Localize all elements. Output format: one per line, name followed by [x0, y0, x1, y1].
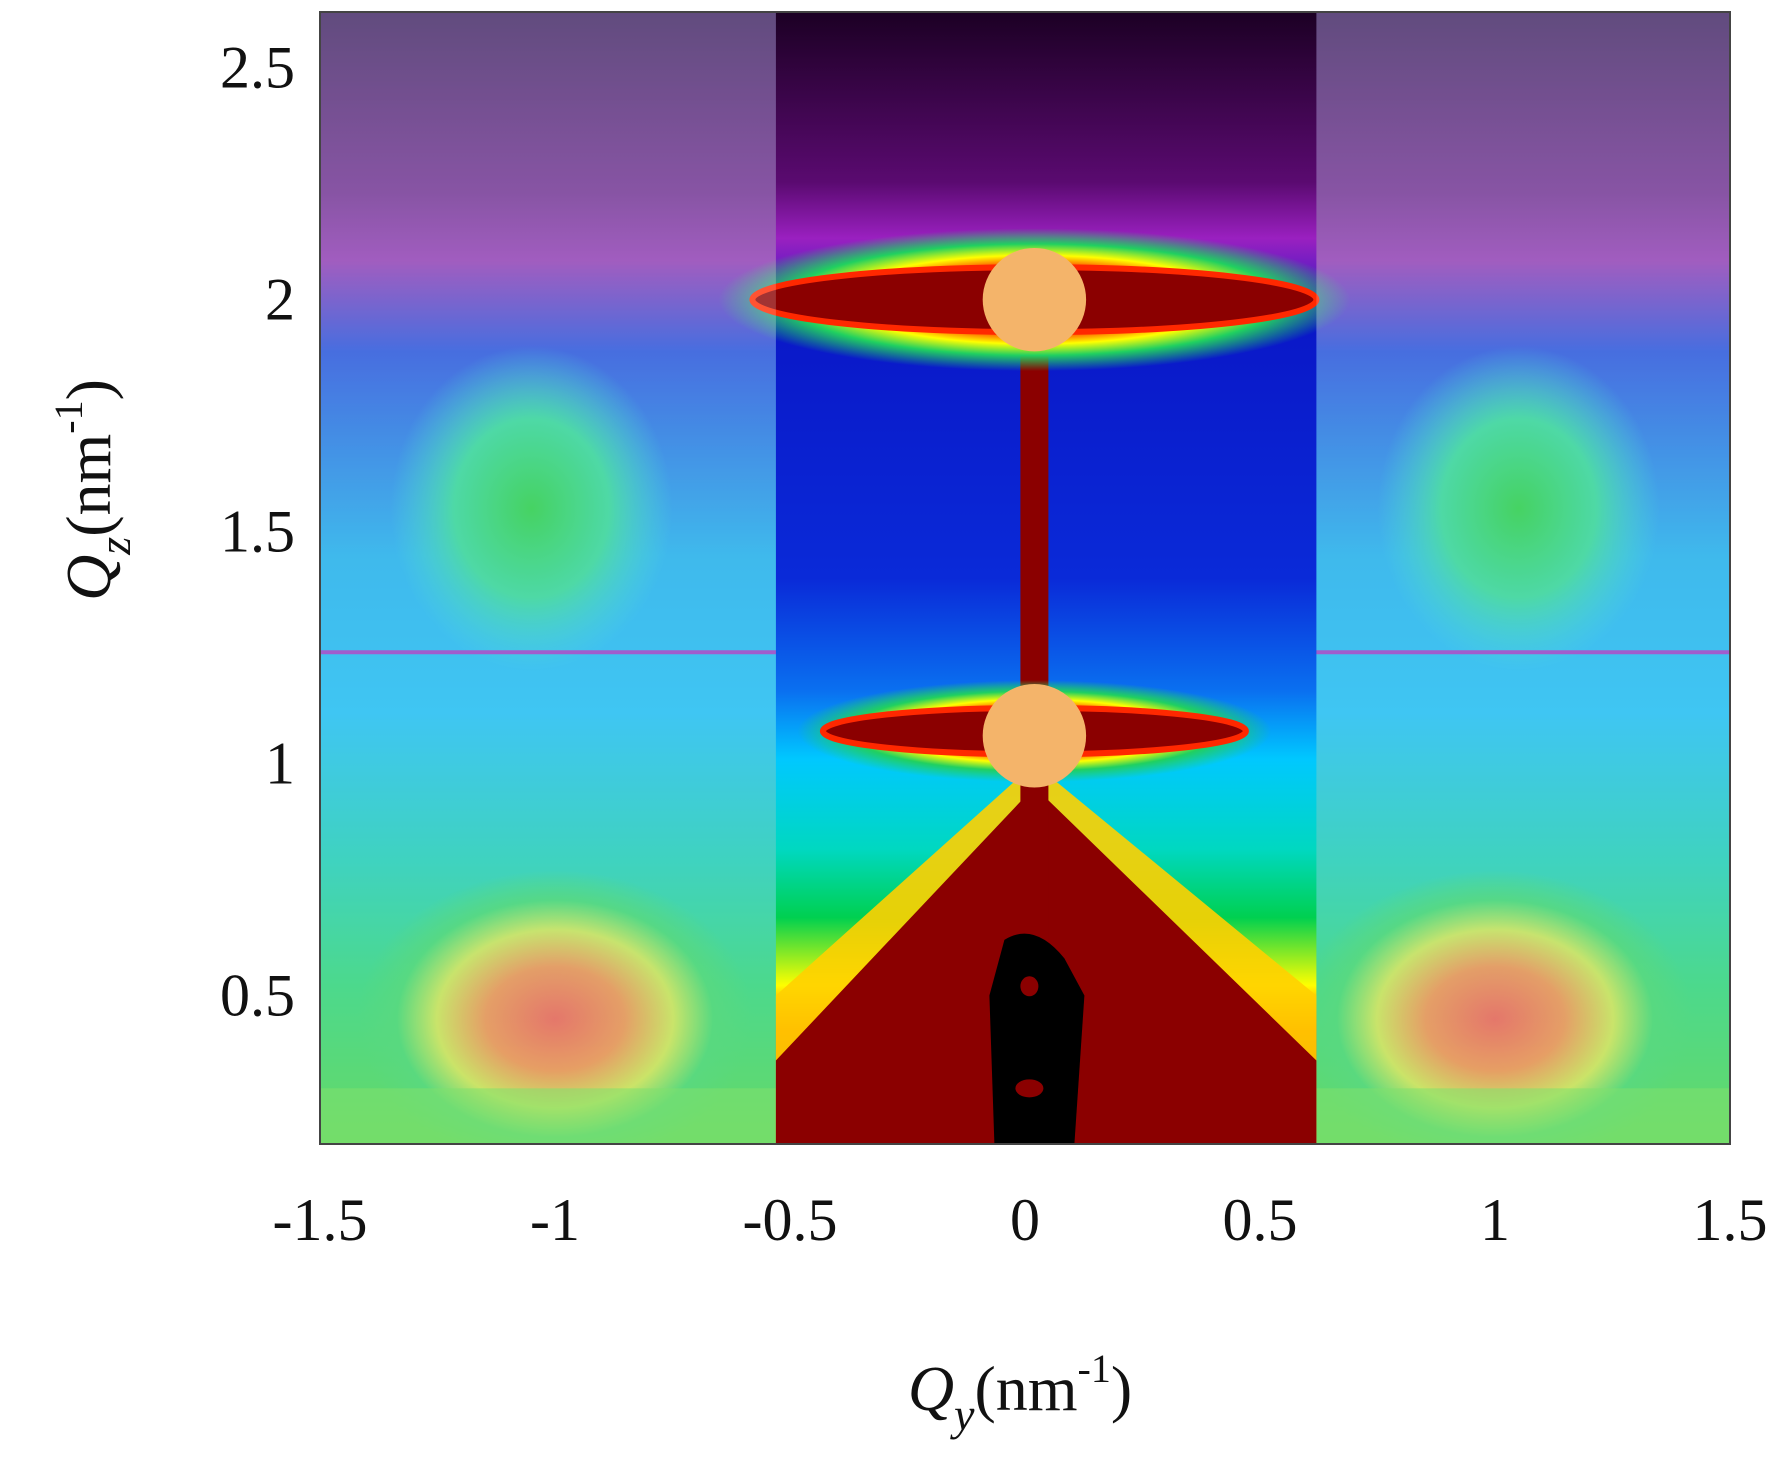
direct-beam-spot-upper: [1020, 976, 1039, 997]
beamstop-lower: [982, 684, 1087, 788]
side-lobe-left-lower: [357, 870, 753, 1144]
beamstop-upper: [982, 247, 1087, 352]
y-tick-label: 0.5: [220, 963, 295, 1029]
direct-beam-spot-lower: [1015, 1079, 1044, 1098]
x-tick-label: 0.5: [1223, 1187, 1298, 1253]
y-tick-label: 2.5: [220, 35, 295, 101]
x-tick-label: 1.5: [1693, 1187, 1768, 1253]
x-tick-label: 0: [1010, 1187, 1040, 1253]
x-axis-label: Qy(nm-1): [908, 1346, 1132, 1440]
x-axis-ticks: -1.5 -1 -0.5 0 0.5 1 1.5: [273, 1187, 1768, 1253]
x-tick-label: -1: [530, 1187, 580, 1253]
x-tick-label: 1: [1480, 1187, 1510, 1253]
side-lobe-right-lower: [1297, 870, 1693, 1144]
direct-beam-shadow: [989, 933, 1085, 1144]
y-tick-label: 1.5: [220, 499, 295, 565]
y-tick-label: 1: [265, 731, 295, 797]
side-lobe-right-upper: [1377, 346, 1660, 671]
y-tick-label: 2: [265, 267, 295, 333]
x-tick-label: -1.5: [273, 1187, 368, 1253]
left-panel-wash: [320, 12, 776, 1144]
y-axis-ticks: 0.5 1 1.5 2 2.5: [220, 35, 295, 1029]
heatmap-plot-area: [320, 12, 1730, 1144]
y-axis-label: Qz(nm-1): [46, 379, 140, 601]
specular-rod: [1020, 299, 1049, 950]
side-lobe-left-upper: [390, 346, 673, 671]
right-panel-wash: [1316, 12, 1730, 1144]
plot-frame: [319, 11, 1731, 1145]
x-tick-label: -0.5: [743, 1187, 838, 1253]
